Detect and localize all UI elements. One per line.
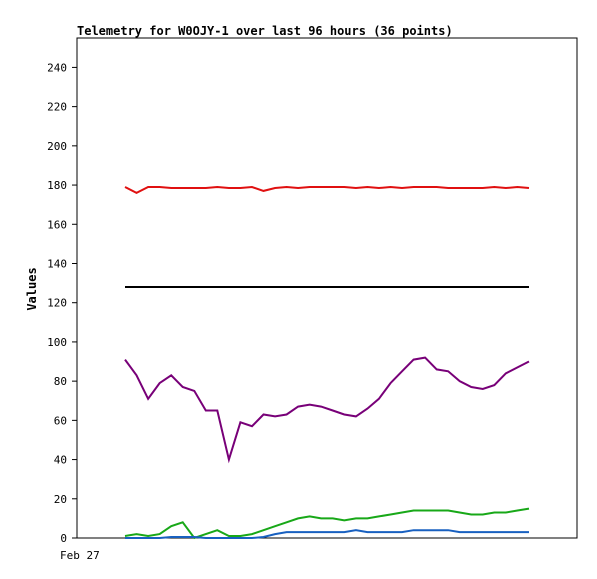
y-tick-label: 120 (47, 297, 67, 310)
x-tick-label: Feb 27 (60, 549, 100, 562)
y-axis-label: Values (25, 267, 39, 310)
y-tick-label: 100 (47, 336, 67, 349)
series-layer (124, 185, 530, 540)
series-line-3 (124, 507, 530, 540)
y-tick-label: 40 (54, 454, 67, 467)
y-tick-label: 240 (47, 61, 67, 74)
y-tick-label: 20 (54, 493, 67, 506)
y-tick-label: 0 (60, 532, 67, 545)
y-tick-label: 140 (47, 257, 67, 270)
series-line-0 (124, 185, 530, 195)
series-line-4 (125, 529, 529, 539)
y-tick-label: 80 (54, 375, 67, 388)
series-line-2 (124, 356, 530, 464)
chart-title: Telemetry for W0OJY-1 over last 96 hours… (77, 24, 453, 38)
y-axis-ticks: 0 20 40 60 80 100 120 140 160 180 200 220 240 (47, 61, 77, 545)
y-tick-label: 60 (54, 414, 67, 427)
x-axis-ticks: Feb 27 (60, 549, 100, 562)
y-tick-label: 200 (47, 140, 67, 153)
y-tick-label: 220 (47, 101, 67, 114)
y-tick-label: 160 (47, 218, 67, 231)
y-tick-label: 180 (47, 179, 67, 192)
